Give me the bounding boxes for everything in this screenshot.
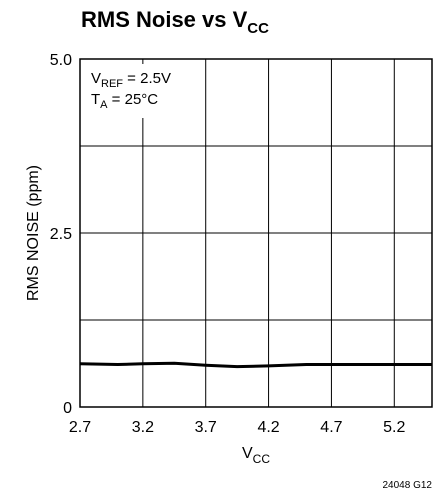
x-tick-label-4: 4.7	[320, 419, 342, 436]
chart-title-sub: CC	[247, 20, 269, 37]
x-tick-label-0: 2.7	[69, 419, 91, 436]
x-tick-label-5: 5.2	[383, 419, 405, 436]
y-tick-labels: 0 2.5 5.0	[50, 52, 72, 417]
series-group	[79, 361, 432, 369]
y-tick-label-1: 2.5	[50, 226, 72, 243]
annotation-vref-value: = 2.5V	[123, 70, 171, 87]
y-axis-label: RMS NOISE (ppm)	[25, 165, 42, 301]
annotation-ta-main: T	[91, 91, 100, 108]
figure-id: 24048 G12	[383, 480, 433, 491]
x-axis-label: VCC	[242, 445, 270, 466]
annotation-ta: TA = 25°C	[91, 91, 158, 111]
annotation-background	[86, 64, 204, 118]
chart-title: RMS Noise vs VCC	[81, 7, 269, 37]
x-axis-label-sub: CC	[253, 452, 271, 466]
annotation-vref-sub: REF	[101, 78, 123, 90]
x-tick-labels: 2.7 3.2 3.7 4.2 4.7 5.2	[69, 419, 406, 436]
annotation-vref: VREF = 2.5V	[91, 70, 171, 90]
y-tick-label-2: 5.0	[50, 52, 72, 69]
x-tick-label-3: 4.2	[257, 419, 279, 436]
series-line-0	[79, 361, 432, 369]
x-axis-label-main: V	[242, 445, 253, 462]
x-tick-label-2: 3.7	[195, 419, 217, 436]
annotation-vref-main: V	[91, 70, 101, 87]
plot-frame	[79, 58, 433, 408]
chart-title-main: RMS Noise vs V	[81, 7, 248, 32]
annotation-ta-sub: A	[100, 99, 108, 111]
annotation-ta-value: = 25°C	[108, 91, 159, 108]
x-tick-label-1: 3.2	[132, 419, 154, 436]
y-tick-label-0: 0	[63, 400, 72, 417]
